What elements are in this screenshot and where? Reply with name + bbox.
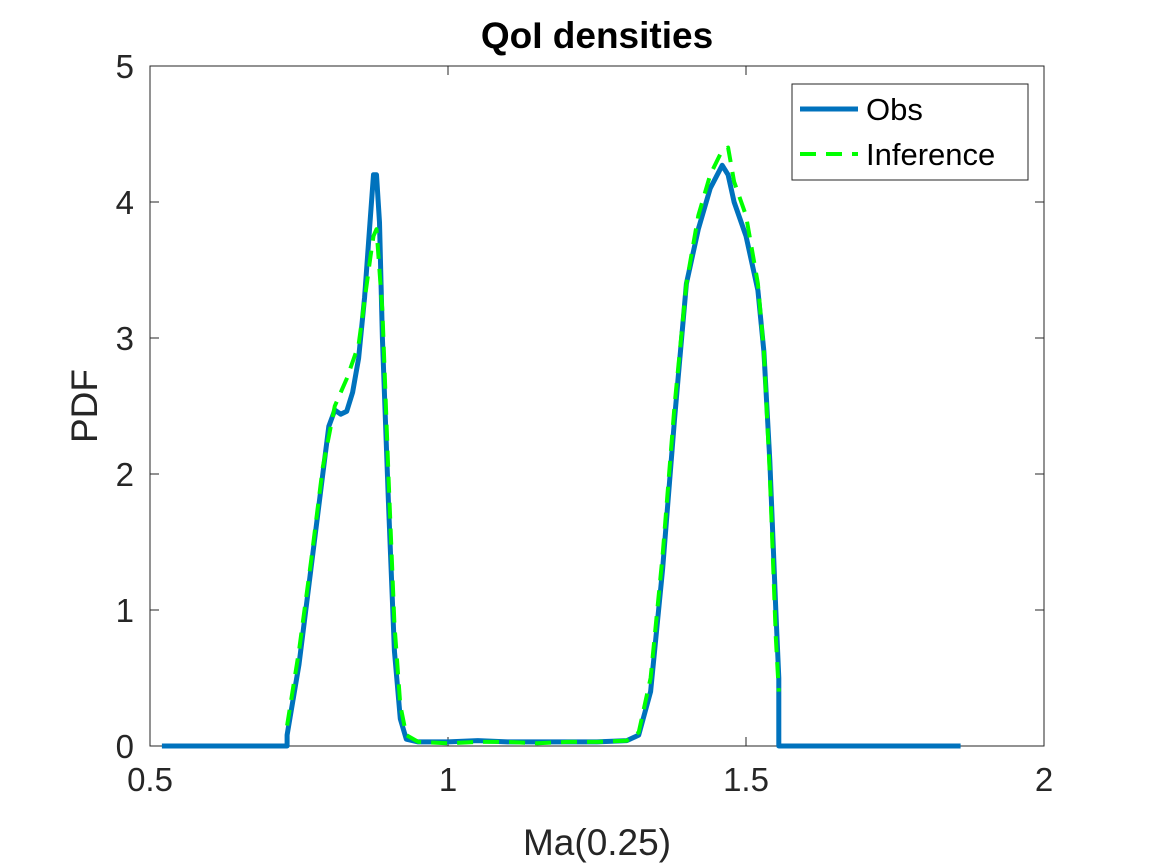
axis-ticks: 0.5 1 1.5 2 0 1 2 3 4 5: [116, 48, 1054, 798]
x-axis-label: Ma(0.25): [523, 822, 671, 863]
y-tick-label: 1: [116, 592, 134, 629]
chart-title: QoI densities: [481, 15, 713, 56]
legend-box: [791, 83, 1029, 181]
y-tick-label: 2: [116, 456, 134, 493]
series-lines: [161, 145, 961, 749]
y-tick-label: 5: [116, 48, 134, 85]
x-tick-label: 1: [439, 761, 457, 798]
y-tick-label: 0: [116, 728, 134, 765]
y-tick-label: 3: [116, 320, 134, 357]
y-tick-label: 4: [116, 184, 134, 221]
series-line-inference: [285, 145, 781, 746]
x-tick-label: 0.5: [127, 761, 173, 798]
legend-label-inference: Inference: [866, 137, 995, 172]
x-tick-label: 2: [1035, 761, 1053, 798]
legend: Obs Inference: [791, 83, 1029, 181]
y-axis-label: PDF: [64, 369, 105, 443]
legend-label-obs: Obs: [866, 92, 923, 127]
x-tick-label: 1.5: [723, 761, 769, 798]
